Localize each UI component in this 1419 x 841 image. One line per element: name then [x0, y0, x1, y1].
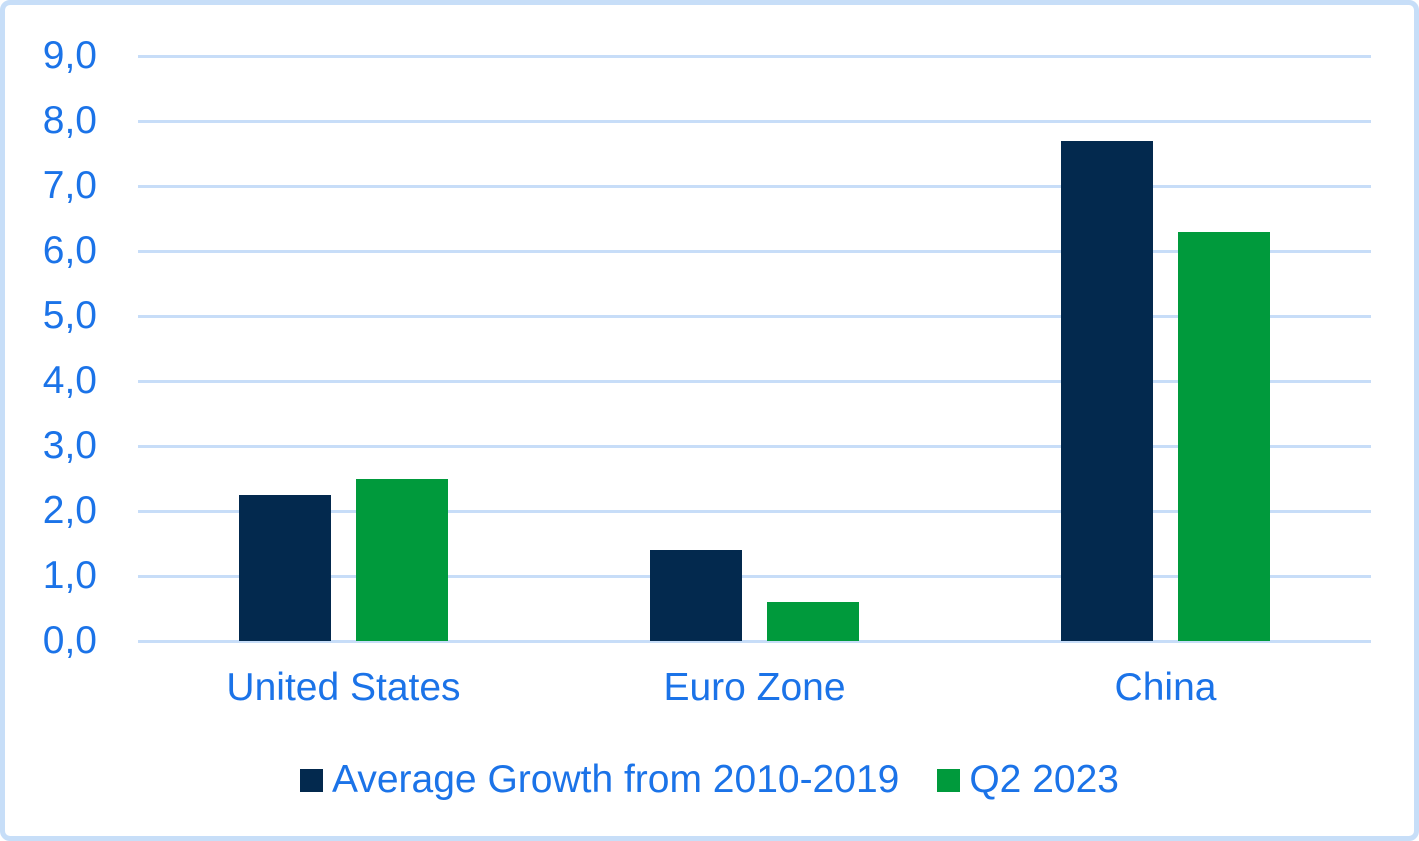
gridline [138, 249, 1371, 253]
gridline [138, 314, 1371, 318]
y-tick-label: 5,0 [42, 294, 97, 337]
legend-swatch [937, 768, 961, 792]
plot-area [138, 54, 1371, 643]
bar [650, 550, 742, 641]
bar [239, 494, 331, 641]
gridline [138, 379, 1371, 383]
gridline [138, 444, 1371, 448]
bar-group-united-states [138, 56, 549, 641]
gridline [138, 119, 1371, 123]
bar [356, 478, 448, 641]
x-axis-label: China [1114, 666, 1217, 709]
y-tick-label: 2,0 [42, 489, 97, 532]
legend-label: Average Growth from 2010-2019 [332, 758, 900, 801]
legend-item: Q2 2023 [937, 758, 1119, 802]
bars-row [138, 56, 1371, 641]
y-tick-label: 9,0 [42, 34, 97, 77]
x-axis: United States Euro Zone China [138, 662, 1371, 714]
gridline [138, 184, 1371, 188]
bar [1061, 140, 1153, 641]
bar-group-china [960, 56, 1371, 641]
y-tick-label: 3,0 [42, 424, 97, 467]
y-tick-label: 7,0 [42, 164, 97, 207]
y-tick-label: 0,0 [42, 619, 97, 662]
y-tick-label: 8,0 [42, 99, 97, 142]
bar-group-euro-zone [549, 56, 960, 641]
x-axis-label: Euro Zone [663, 666, 846, 709]
legend-item: Average Growth from 2010-2019 [300, 758, 899, 802]
y-tick-label: 6,0 [42, 229, 97, 272]
bar [1178, 231, 1270, 641]
y-axis: 0,0 1,0 2,0 3,0 4,0 5,0 6,0 7,0 8,0 9,0 [5, 34, 97, 662]
legend: Average Growth from 2010-2019 Q2 2023 [5, 755, 1414, 805]
legend-label: Q2 2023 [969, 758, 1119, 801]
gridline [138, 54, 1371, 58]
y-tick-label: 4,0 [42, 359, 97, 402]
gridline [138, 574, 1371, 578]
bar [767, 602, 859, 641]
gridline [138, 639, 1371, 643]
y-tick-label: 1,0 [42, 554, 97, 597]
legend-swatch [300, 768, 324, 792]
x-axis-label: United States [226, 666, 461, 709]
gridline [138, 509, 1371, 513]
